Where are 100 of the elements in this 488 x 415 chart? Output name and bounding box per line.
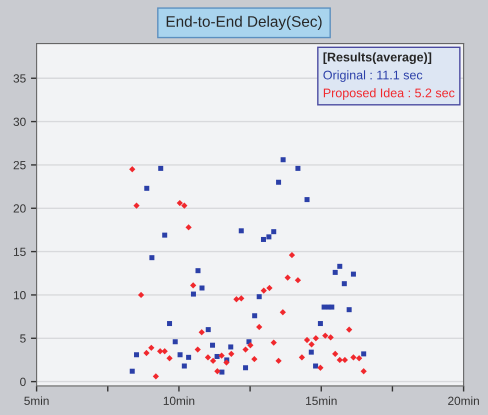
point xyxy=(149,255,154,260)
point xyxy=(322,304,327,310)
point xyxy=(206,327,211,332)
point xyxy=(210,358,216,364)
x-tick-label: 20min xyxy=(448,396,479,406)
y-tick-label: 10 xyxy=(14,290,26,300)
point xyxy=(342,281,347,286)
point xyxy=(228,350,234,357)
point xyxy=(178,352,183,358)
point xyxy=(247,342,254,348)
point xyxy=(172,339,178,344)
point xyxy=(176,200,183,206)
point xyxy=(144,186,150,191)
point xyxy=(158,166,164,171)
y-tick-label: 35 xyxy=(14,74,26,83)
point xyxy=(280,157,286,162)
point xyxy=(143,350,150,356)
point xyxy=(129,166,136,172)
point xyxy=(276,180,282,185)
point xyxy=(190,282,196,289)
legend-title: [Results(average)] xyxy=(324,52,432,64)
point xyxy=(260,236,266,242)
point xyxy=(288,252,296,258)
point xyxy=(266,284,273,292)
point xyxy=(181,202,188,209)
point xyxy=(346,307,352,312)
point xyxy=(214,368,220,374)
point xyxy=(166,355,173,362)
x-tick-label: 15min xyxy=(306,396,337,406)
text: Original : 11.1 sec xyxy=(323,70,422,82)
point xyxy=(214,354,220,359)
point xyxy=(199,286,204,291)
point xyxy=(332,270,338,275)
point xyxy=(252,313,258,318)
y-tick-label: 5 xyxy=(20,334,26,343)
y-tick-label: 0 xyxy=(20,378,26,386)
point xyxy=(317,364,324,371)
text: Proposed Idea : 5.2 sec xyxy=(324,88,455,100)
point xyxy=(350,354,357,360)
point xyxy=(218,352,225,359)
point xyxy=(312,335,319,342)
point xyxy=(152,373,159,380)
point xyxy=(256,294,262,300)
point xyxy=(337,264,342,269)
x-tick-label: 10min xyxy=(164,396,194,406)
y-tick-label: 20 xyxy=(14,204,26,213)
point xyxy=(204,354,212,360)
point xyxy=(356,355,362,362)
point xyxy=(266,234,272,240)
point xyxy=(328,334,334,341)
y-tick-label: 15 xyxy=(14,248,26,256)
point xyxy=(162,232,168,238)
point xyxy=(361,351,366,356)
point xyxy=(360,368,367,374)
point xyxy=(280,309,286,316)
y-tick-label: 30 xyxy=(14,118,26,126)
point xyxy=(308,341,315,348)
point xyxy=(167,321,172,326)
point xyxy=(242,346,249,353)
point xyxy=(219,370,224,375)
point xyxy=(251,356,258,362)
point xyxy=(194,346,201,353)
point xyxy=(238,228,244,234)
point xyxy=(275,358,282,364)
point xyxy=(256,324,262,330)
point xyxy=(260,288,267,294)
point xyxy=(228,344,234,350)
point xyxy=(318,321,323,326)
point xyxy=(210,342,216,348)
point xyxy=(138,292,144,298)
point xyxy=(186,354,192,360)
point xyxy=(233,296,240,302)
y-tick-label: 25 xyxy=(14,160,26,170)
point xyxy=(190,292,196,297)
point xyxy=(346,326,352,333)
point xyxy=(304,197,310,202)
point xyxy=(342,356,348,364)
point xyxy=(130,368,135,374)
point xyxy=(270,340,277,346)
point xyxy=(182,364,187,369)
point xyxy=(284,274,291,281)
point xyxy=(295,166,300,171)
point xyxy=(238,295,244,302)
point xyxy=(134,352,140,358)
point xyxy=(329,304,334,310)
point xyxy=(332,350,338,357)
point xyxy=(243,365,248,370)
point xyxy=(294,277,302,284)
x-tick-label: 5min xyxy=(24,396,49,406)
point xyxy=(148,344,154,351)
point xyxy=(350,272,356,277)
point xyxy=(186,224,192,230)
point xyxy=(313,364,318,369)
point xyxy=(133,202,140,209)
chart-title: End-to-End Delay(Sec) xyxy=(166,16,322,30)
point xyxy=(196,268,201,274)
point xyxy=(198,329,205,336)
point xyxy=(223,359,230,366)
point xyxy=(308,350,314,355)
point xyxy=(304,336,310,344)
